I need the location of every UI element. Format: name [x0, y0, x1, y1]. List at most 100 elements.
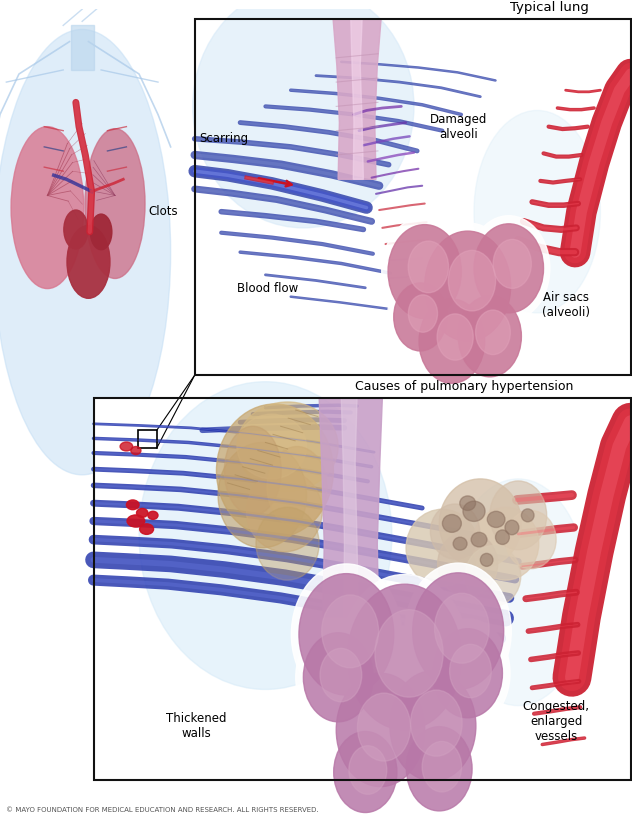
Ellipse shape	[487, 511, 505, 527]
Circle shape	[348, 584, 461, 730]
Ellipse shape	[11, 127, 83, 288]
Bar	[94, 398, 631, 781]
Circle shape	[382, 216, 468, 327]
Ellipse shape	[256, 507, 319, 580]
Ellipse shape	[480, 554, 493, 567]
Ellipse shape	[90, 214, 112, 250]
Text: Causes of pulmonary hypertension: Causes of pulmonary hypertension	[355, 380, 574, 393]
Ellipse shape	[216, 404, 333, 537]
Ellipse shape	[140, 524, 154, 534]
Polygon shape	[351, 19, 363, 179]
Circle shape	[408, 295, 437, 333]
Bar	[195, 19, 631, 375]
Circle shape	[413, 291, 491, 391]
Ellipse shape	[521, 509, 534, 522]
Circle shape	[299, 573, 394, 695]
Circle shape	[320, 649, 362, 702]
Circle shape	[433, 629, 502, 717]
Circle shape	[419, 299, 485, 383]
Circle shape	[413, 572, 504, 690]
Circle shape	[291, 564, 401, 705]
Circle shape	[334, 731, 397, 812]
Circle shape	[387, 275, 453, 359]
Ellipse shape	[453, 537, 467, 550]
Circle shape	[425, 231, 511, 342]
Polygon shape	[333, 19, 381, 179]
Circle shape	[399, 717, 480, 819]
Circle shape	[449, 645, 491, 698]
Ellipse shape	[472, 507, 538, 580]
Circle shape	[390, 671, 476, 781]
Ellipse shape	[237, 414, 307, 479]
Ellipse shape	[430, 504, 480, 559]
Ellipse shape	[137, 509, 148, 518]
Circle shape	[358, 693, 411, 761]
Text: Scarring: Scarring	[199, 133, 248, 145]
Ellipse shape	[437, 532, 497, 596]
Ellipse shape	[246, 471, 322, 552]
Circle shape	[435, 593, 489, 663]
Circle shape	[296, 623, 380, 731]
Circle shape	[340, 574, 469, 740]
Circle shape	[303, 633, 373, 722]
Text: © MAYO FOUNDATION FOR MEDICAL EDUCATION AND RESEARCH. ALL RIGHTS RESERVED.: © MAYO FOUNDATION FOR MEDICAL EDUCATION …	[6, 807, 319, 812]
Ellipse shape	[148, 511, 158, 519]
Circle shape	[326, 722, 404, 819]
Ellipse shape	[465, 545, 521, 606]
Circle shape	[329, 663, 432, 796]
Ellipse shape	[406, 509, 478, 586]
Circle shape	[475, 310, 510, 355]
Polygon shape	[319, 398, 382, 617]
Text: Typical lung: Typical lung	[511, 1, 589, 14]
Circle shape	[408, 241, 449, 292]
Circle shape	[452, 287, 528, 385]
Ellipse shape	[495, 530, 509, 545]
Circle shape	[474, 224, 544, 313]
Ellipse shape	[505, 520, 519, 535]
Ellipse shape	[442, 514, 461, 532]
Circle shape	[349, 746, 387, 794]
Polygon shape	[341, 398, 358, 617]
Circle shape	[382, 661, 483, 790]
Circle shape	[448, 251, 495, 311]
Ellipse shape	[193, 0, 414, 228]
Text: Congested,
enlarged
vessels: Congested, enlarged vessels	[523, 700, 590, 744]
Ellipse shape	[237, 402, 338, 491]
Text: Clots: Clots	[149, 206, 178, 218]
Ellipse shape	[218, 442, 307, 548]
Ellipse shape	[85, 129, 145, 278]
Circle shape	[388, 224, 461, 319]
Ellipse shape	[126, 500, 139, 509]
Circle shape	[394, 283, 447, 351]
Circle shape	[411, 690, 462, 756]
Circle shape	[458, 296, 521, 377]
Circle shape	[493, 239, 532, 288]
Ellipse shape	[127, 515, 145, 527]
Bar	[94, 398, 631, 781]
Circle shape	[405, 563, 511, 699]
Ellipse shape	[139, 382, 392, 690]
Text: Blood flow: Blood flow	[237, 282, 298, 295]
Circle shape	[418, 223, 517, 350]
Ellipse shape	[64, 210, 88, 249]
Ellipse shape	[459, 495, 475, 510]
Ellipse shape	[224, 426, 281, 515]
Bar	[138, 430, 157, 448]
Text: Damaged
alveoli: Damaged alveoli	[430, 113, 487, 141]
Ellipse shape	[131, 446, 141, 455]
Ellipse shape	[463, 501, 485, 522]
Circle shape	[425, 619, 510, 727]
Text: Thickened
walls: Thickened walls	[166, 712, 226, 740]
Ellipse shape	[506, 510, 556, 568]
Ellipse shape	[449, 479, 588, 706]
Bar	[71, 25, 94, 70]
Circle shape	[336, 673, 425, 786]
Circle shape	[468, 215, 550, 321]
Bar	[195, 19, 631, 375]
Circle shape	[422, 741, 461, 792]
Text: Air sacs
(alveoli): Air sacs (alveoli)	[542, 291, 590, 319]
Circle shape	[375, 609, 443, 697]
Ellipse shape	[490, 481, 547, 550]
Ellipse shape	[471, 532, 487, 547]
Ellipse shape	[67, 225, 110, 298]
